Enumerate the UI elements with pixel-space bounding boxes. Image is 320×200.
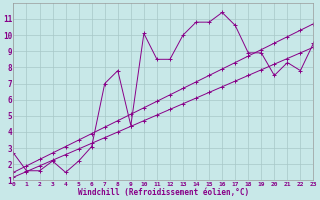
X-axis label: Windchill (Refroidissement éolien,°C): Windchill (Refroidissement éolien,°C) [78, 188, 249, 197]
